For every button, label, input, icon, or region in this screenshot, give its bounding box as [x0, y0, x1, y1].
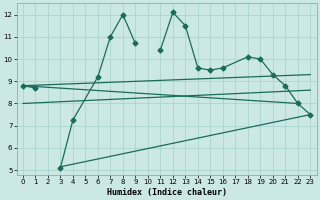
- X-axis label: Humidex (Indice chaleur): Humidex (Indice chaleur): [107, 188, 227, 197]
